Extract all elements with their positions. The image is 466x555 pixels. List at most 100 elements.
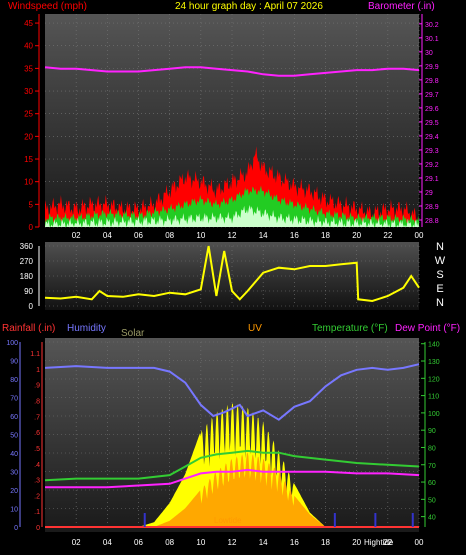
barometer-y-tick: 29.2 xyxy=(425,162,439,169)
barometer-line xyxy=(44,66,420,77)
humidity-y-tick: 90 xyxy=(10,359,18,366)
multi-x-tick: 22 xyxy=(383,538,392,547)
humidity-y-tick: 40 xyxy=(10,451,18,458)
temperature-y-tick: 40 xyxy=(428,515,436,522)
direction-y-tick: 270 xyxy=(20,257,34,266)
rain-y-tick: .3 xyxy=(34,478,40,485)
humidity-y-tick: 20 xyxy=(10,488,18,495)
wind-y-tick: 40 xyxy=(24,42,33,51)
wind-x-tick: 12 xyxy=(228,231,237,240)
humidity-y-tick: 100 xyxy=(6,340,18,347)
barometer-y-tick: 29.4 xyxy=(425,134,439,141)
rain-y-tick: .2 xyxy=(34,493,40,500)
barometer-y-tick: 29.7 xyxy=(425,92,439,99)
wind-x-tick: 00 xyxy=(415,231,424,240)
rain-y-tick: .6 xyxy=(34,430,40,437)
rain-y-tick: 1 xyxy=(36,367,40,374)
wind-x-tick: 06 xyxy=(134,231,143,240)
wind-lull-fill xyxy=(45,205,419,227)
dewpoint-legend: Dew Point (°F) xyxy=(395,323,460,334)
multi-x-tick: 04 xyxy=(103,538,112,547)
humidity-line xyxy=(44,363,420,421)
humidity-y-tick: 50 xyxy=(10,433,18,440)
humidity-y-tick: 70 xyxy=(10,396,18,403)
wind-gust-fill xyxy=(45,146,419,227)
temperature-y-tick: 90 xyxy=(428,428,436,435)
wind-y-tick: 45 xyxy=(24,19,33,28)
rain-y-tick: .5 xyxy=(34,446,40,453)
rain-y-tick: .9 xyxy=(34,383,40,390)
temperature-y-tick: 110 xyxy=(428,394,439,401)
rain-y-tick: .1 xyxy=(34,509,40,516)
humidity-y-tick: 0 xyxy=(14,525,18,532)
wind-y-tick: 5 xyxy=(29,200,34,209)
compass-letter: S xyxy=(436,269,443,281)
barometer-y-tick: 29.9 xyxy=(425,64,439,71)
compass-letter: N xyxy=(436,241,444,253)
multi-x-tick: 10 xyxy=(196,538,205,547)
temperature-y-tick: 60 xyxy=(428,480,436,487)
temperature-y-tick: 130 xyxy=(428,359,440,366)
multi-x-tick: 20 xyxy=(352,538,361,547)
barometer-y-tick: 29.1 xyxy=(425,176,439,183)
wind-average-fill xyxy=(45,185,419,227)
wind-y-tick: 30 xyxy=(24,87,33,96)
wind-x-tick: 04 xyxy=(103,231,112,240)
compass-letter: E xyxy=(436,283,443,295)
wind-y-tick: 35 xyxy=(24,64,33,73)
direction-y-tick: 360 xyxy=(20,242,34,251)
wind-y-tick: 25 xyxy=(24,110,33,119)
wind-y-tick: 20 xyxy=(24,132,33,141)
temperature-y-tick: 100 xyxy=(428,411,440,418)
direction-y-tick: 0 xyxy=(29,302,34,311)
rain-y-tick: 0 xyxy=(36,525,40,532)
humidity-y-tick: 80 xyxy=(10,377,18,384)
solar-legend: Solar xyxy=(121,328,145,339)
rain-y-tick: 1.1 xyxy=(30,351,40,358)
rain-y-tick: .8 xyxy=(34,399,40,406)
multi-x-tick: 08 xyxy=(165,538,174,547)
temperature-y-tick: 50 xyxy=(428,497,436,504)
dewpoint-line xyxy=(45,468,420,489)
rain-y-tick: .7 xyxy=(34,414,40,421)
barometer-y-tick: 28.8 xyxy=(425,218,439,225)
chart-title: 24 hour graph day : April 07 2026 xyxy=(175,1,323,12)
wind-direction-line xyxy=(44,245,420,303)
compass-letter: N xyxy=(436,297,444,309)
multi-x-tick: 18 xyxy=(321,538,330,547)
barometer-y-tick: 29.8 xyxy=(425,78,439,85)
temperature-y-tick: 70 xyxy=(428,463,436,470)
wind-x-tick: 10 xyxy=(196,231,205,240)
multi-ticks: 01020304050607080901000.1.2.3.4.5.6.7.8.… xyxy=(6,340,439,547)
temperature-line xyxy=(44,449,420,482)
temperature-legend: Temperature (°F) xyxy=(312,323,388,334)
uv-legend: UV xyxy=(248,323,262,334)
lowtide-label: Lowtide xyxy=(214,516,242,525)
wind-y-tick: 10 xyxy=(24,178,33,187)
wind-x-tick: 02 xyxy=(72,231,81,240)
wind-y-tick: 15 xyxy=(24,155,33,164)
multi-series xyxy=(44,363,420,528)
humidity-y-tick: 60 xyxy=(10,414,18,421)
humidity-y-tick: 10 xyxy=(10,507,18,514)
temperature-y-tick: 80 xyxy=(428,445,436,452)
multi-x-tick: 02 xyxy=(72,538,81,547)
direction-y-tick: 90 xyxy=(24,287,33,296)
multi-x-tick: 16 xyxy=(290,538,299,547)
wind-x-tick: 16 xyxy=(290,231,299,240)
rain-y-tick: .4 xyxy=(34,462,40,469)
barometer-y-tick: 29.6 xyxy=(425,106,439,113)
multi-x-tick: 06 xyxy=(134,538,143,547)
humidity-y-tick: 30 xyxy=(10,470,18,477)
multi-x-tick: 12 xyxy=(228,538,237,547)
temperature-y-tick: 120 xyxy=(428,376,440,383)
barometer-axis-label: Barometer (.in) xyxy=(368,1,435,12)
wind-y-tick: 0 xyxy=(29,223,34,232)
wind-direction-series xyxy=(44,245,420,303)
wind-x-tick: 14 xyxy=(259,231,268,240)
multi-x-tick: 00 xyxy=(415,538,424,547)
temperature-y-tick: 140 xyxy=(428,342,440,349)
wind-x-tick: 20 xyxy=(352,231,361,240)
